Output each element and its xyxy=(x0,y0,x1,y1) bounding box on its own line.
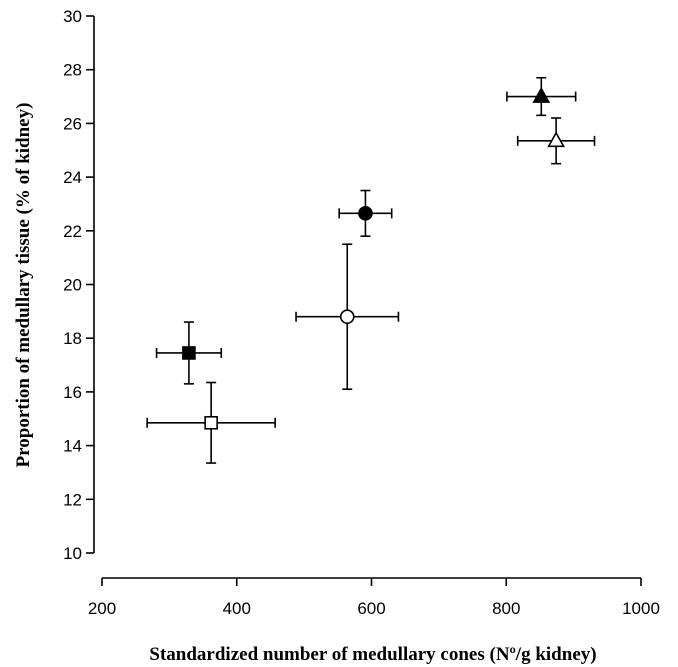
y-tick-label: 28 xyxy=(63,61,82,80)
data-point-triangle-filled xyxy=(506,76,577,117)
y-tick-label: 26 xyxy=(63,114,82,133)
y-tick-label: 14 xyxy=(63,437,82,456)
data-point-circle-filled xyxy=(338,189,393,237)
circle-marker xyxy=(339,309,355,325)
x-tick-label: 800 xyxy=(492,599,520,618)
y-tick-label: 16 xyxy=(63,383,82,402)
data-points xyxy=(146,76,596,464)
y-tick-label: 20 xyxy=(63,276,82,295)
triangle-marker xyxy=(532,86,551,103)
x-tick-label: 200 xyxy=(88,599,116,618)
x-tick-label: 600 xyxy=(357,599,385,618)
x-tick-label: 400 xyxy=(223,599,251,618)
x-tick-label: 1000 xyxy=(622,599,660,618)
triangle-marker xyxy=(547,131,565,148)
data-point-circle-open xyxy=(295,243,400,391)
data-point-square-open xyxy=(146,381,276,464)
y-tick-label: 22 xyxy=(63,222,82,241)
y-tick-label: 30 xyxy=(63,7,82,26)
square-marker xyxy=(182,346,196,360)
data-point-triangle-open xyxy=(516,117,596,165)
y-tick-label: 10 xyxy=(63,544,82,563)
circle-marker xyxy=(358,206,373,221)
data-point-square-filled xyxy=(155,321,223,385)
y-axis-ticks: 10 12 14 16 18 20 22 24 26 28 30 xyxy=(63,7,94,563)
y-tick-label: 12 xyxy=(63,490,82,509)
axes xyxy=(93,16,641,579)
x-axis-title: Standardized number of medullary cones (… xyxy=(149,644,596,665)
square-marker xyxy=(204,415,218,430)
y-tick-label: 24 xyxy=(63,168,82,187)
y-tick-label: 18 xyxy=(63,329,82,348)
x-axis-ticks: 200 400 600 800 1000 xyxy=(88,578,660,618)
y-axis-title: Proportion of medullary tissue (% of kid… xyxy=(13,103,34,468)
